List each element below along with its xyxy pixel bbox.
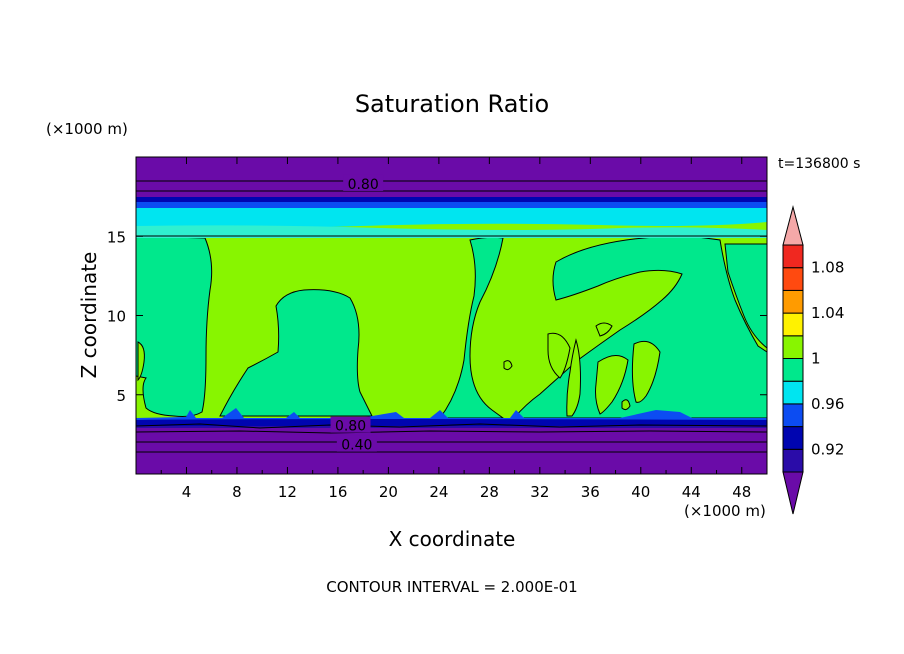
- x-tick-label: 36: [581, 483, 600, 501]
- x-axis-ticks: 4 8 12 16 20 24 28 32 36 40 44 48: [160, 157, 751, 501]
- colorbar-swatch: [782, 267, 804, 291]
- chart-title: Saturation Ratio: [355, 90, 549, 118]
- colorbar-swatch: [782, 448, 804, 473]
- x-unit-label: (×1000 m): [684, 502, 766, 520]
- y-axis-ticks: 5 10 15: [107, 228, 767, 405]
- colorbar: 0.92 0.96 1 1.04 1.08: [782, 205, 844, 515]
- colorbar-swatch: [782, 289, 804, 314]
- light-cyan-band: [136, 225, 767, 238]
- x-tick-label: 4: [182, 483, 192, 501]
- contour-label-bg: [330, 416, 371, 433]
- x-tick-label: 28: [480, 483, 499, 501]
- colorbar-tick-label: 0.96: [811, 395, 844, 413]
- x-tick-label: 8: [232, 483, 242, 501]
- contour-label: 0.80: [348, 177, 379, 193]
- colorbar-tick-label: 1: [811, 350, 821, 368]
- time-label: t=136800 s: [778, 156, 860, 172]
- x-tick-label: 24: [429, 483, 448, 501]
- colorbar-tick-label: 1.04: [811, 304, 844, 322]
- x-tick-label: 48: [732, 483, 751, 501]
- x-axis-label: X coordinate: [389, 527, 516, 551]
- navy-top-band: [136, 197, 767, 202]
- colorbar-under-arrow: [782, 471, 804, 515]
- contour-label-bg: [336, 435, 377, 452]
- colorbar-swatch: [782, 403, 804, 428]
- colorbar-swatch: [782, 380, 804, 405]
- y-tick-label: 15: [107, 228, 126, 246]
- contour-label-bg: [343, 174, 384, 191]
- colorbar-over-arrow: [782, 205, 804, 246]
- x-tick-label: 44: [682, 483, 701, 501]
- green-islands: [137, 322, 661, 417]
- colorbar-swatch: [782, 312, 804, 337]
- colorbar-swatch: [782, 426, 804, 450]
- y-tick-label: 5: [116, 387, 126, 405]
- contour-interval-note: CONTOUR INTERVAL = 2.000E-01: [326, 578, 577, 596]
- contour-label: 0.40: [341, 438, 372, 454]
- colorbar-tick-label: 1.08: [811, 259, 844, 277]
- colorbar-tick-label: 0.92: [811, 440, 844, 458]
- navy-bottom-band: [136, 419, 767, 426]
- x-tick-label: 16: [328, 483, 347, 501]
- y-tick-label: 10: [107, 308, 126, 326]
- saturation-field: [135, 156, 768, 475]
- colorbar-swatch: [782, 358, 804, 382]
- y-unit-label: (×1000 m): [46, 120, 128, 138]
- contour-label: 0.80: [335, 419, 366, 435]
- x-tick-label: 20: [379, 483, 398, 501]
- purple-top-band: [136, 157, 767, 198]
- contour-labels: 0.80 0.80 0.40: [330, 174, 384, 454]
- y-axis-label: Z coordinate: [77, 252, 101, 379]
- blue-top-band: [136, 202, 767, 208]
- x-tick-label: 12: [278, 483, 297, 501]
- colorbar-swatch: [782, 335, 804, 359]
- contour-lines: [136, 180, 767, 453]
- colorbar-swatch: [782, 244, 804, 269]
- x-tick-label: 32: [530, 483, 549, 501]
- x-tick-label: 40: [631, 483, 650, 501]
